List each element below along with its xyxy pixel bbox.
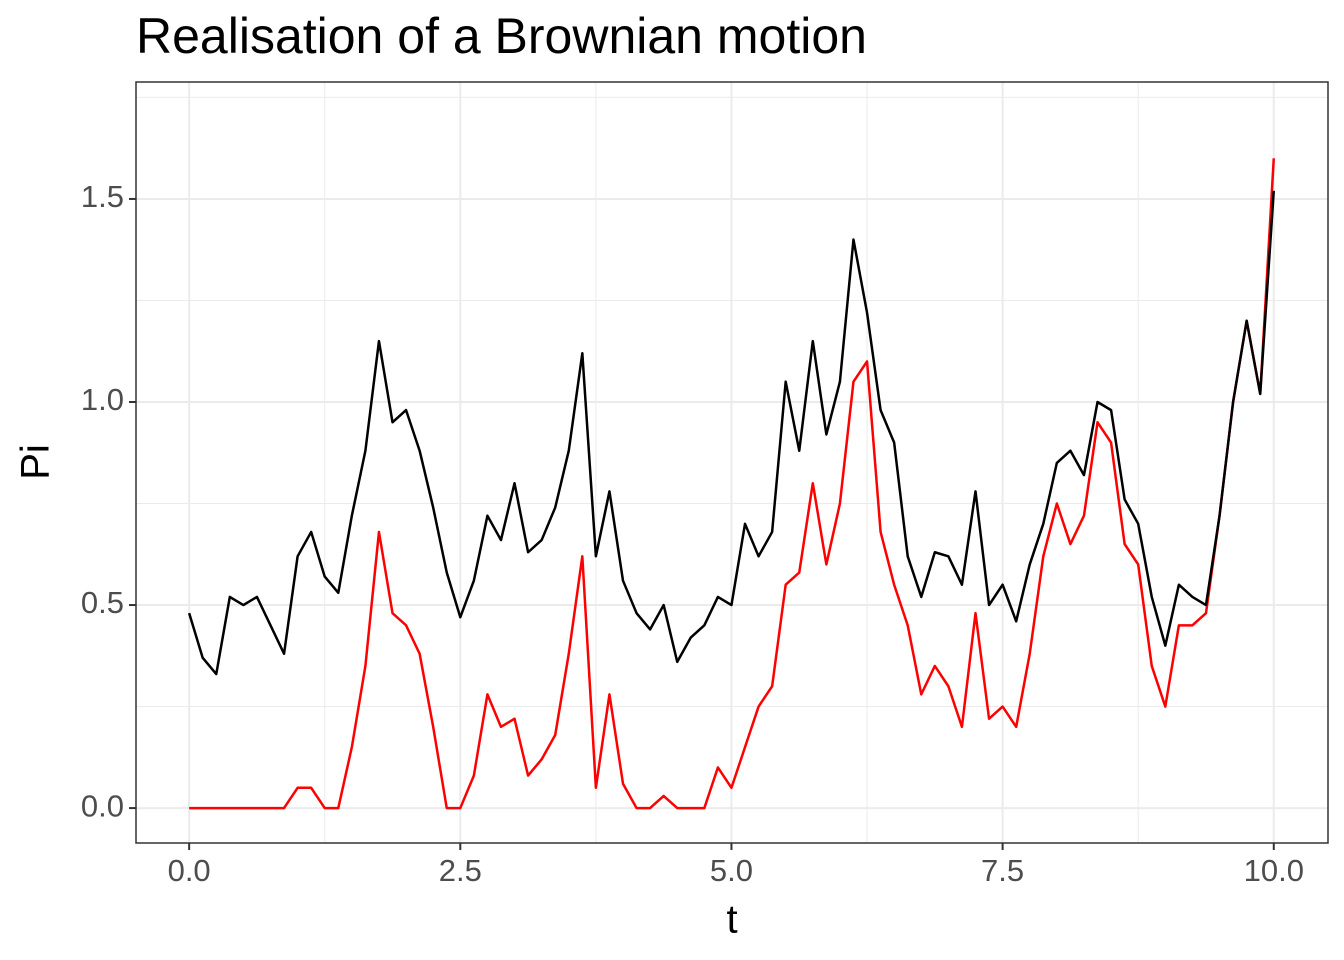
- x-tick-label: 0.0: [168, 853, 211, 888]
- y-tick-label: 0.0: [81, 788, 124, 823]
- data-line: [187, 190, 1276, 676]
- plot-border: [135, 81, 1329, 844]
- x-axis-label: t: [726, 898, 737, 942]
- x-tick-label: 10.0: [1244, 853, 1304, 888]
- x-tick-label: 5.0: [710, 853, 753, 888]
- y-axis-label: Pi: [14, 444, 58, 480]
- chart-title: Realisation of a Brownian motion: [136, 8, 867, 64]
- y-tick-label: 1.5: [81, 179, 124, 214]
- y-tick-label: 1.0: [81, 382, 124, 417]
- data-line: [189, 158, 1276, 810]
- x-tick-label: 2.5: [439, 853, 482, 888]
- y-tick-label: 0.5: [81, 585, 124, 620]
- x-tick-label: 7.5: [981, 853, 1024, 888]
